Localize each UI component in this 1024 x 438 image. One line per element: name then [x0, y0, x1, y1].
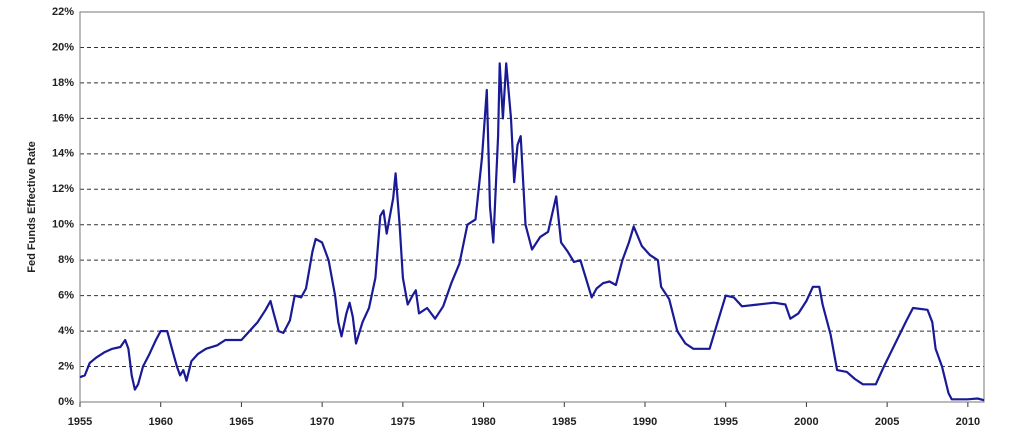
x-tick-label: 2005: [875, 416, 899, 428]
y-tick-label: 14%: [52, 148, 74, 160]
y-tick-label: 20%: [52, 41, 74, 53]
y-tick-label: 10%: [52, 219, 74, 231]
x-tick-label: 1975: [391, 416, 415, 428]
y-tick-label: 2%: [58, 360, 74, 372]
x-tick-label: 1955: [68, 416, 92, 428]
x-tick-label: 1995: [713, 416, 737, 428]
line: [79, 62, 985, 402]
y-tick-label: 16%: [52, 112, 74, 124]
y-tick-label: 4%: [58, 325, 74, 337]
x-tick-label: 2000: [794, 416, 818, 428]
plot-frame: [79, 11, 985, 403]
y-tick-label: 22%: [52, 6, 74, 18]
x-tick-label: 1985: [552, 416, 576, 428]
x-tick-label: 1965: [229, 416, 253, 428]
y-tick-label: 0%: [58, 396, 74, 408]
x-tick-label: 1980: [471, 416, 495, 428]
x-tick-label: 1970: [310, 416, 334, 428]
y-tick-label: 8%: [58, 254, 74, 266]
y-axis-label: Fed Funds Effective Rate: [26, 141, 38, 272]
x-tick-label: 1960: [148, 416, 172, 428]
y-tick-label: 6%: [58, 290, 74, 302]
x-tick-label: 1990: [633, 416, 657, 428]
x-tick-label: 2010: [956, 416, 980, 428]
y-tick-label: 12%: [52, 183, 74, 195]
y-tick-label: 18%: [52, 77, 74, 89]
